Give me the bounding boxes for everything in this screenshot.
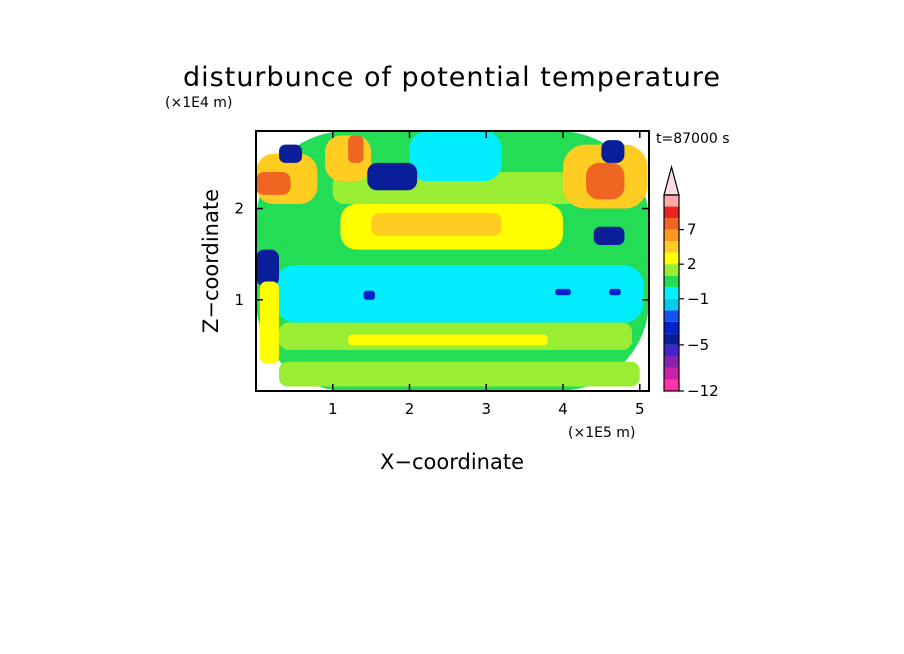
colorbar-tick-label: −12	[687, 382, 719, 400]
time-label: t=87000 s	[656, 131, 730, 147]
x-axis-label: X−coordinate	[380, 450, 524, 474]
colorbar-segment	[664, 298, 679, 311]
chart-title: disturbunce of potential temperature	[183, 62, 721, 93]
field-region	[256, 249, 280, 287]
y-axis-label: Z−coordinate	[199, 189, 223, 333]
field-region	[279, 144, 303, 163]
colorbar-segment	[664, 333, 679, 345]
x-unit-label: (×1E5 m)	[568, 425, 635, 441]
field-region	[279, 361, 640, 387]
colorbar-segment	[664, 275, 679, 288]
y-axis-ticks: 12	[234, 200, 649, 309]
colorbar-segment	[664, 252, 679, 265]
y-tick-label: 1	[234, 291, 244, 309]
x-tick-label: 3	[482, 400, 492, 418]
field-region	[259, 281, 280, 364]
field-region	[601, 140, 625, 163]
y-tick-label: 2	[234, 200, 244, 218]
field-region	[593, 226, 625, 246]
colorbar-segment	[664, 241, 679, 253]
colorbar-tick-label: 2	[687, 255, 697, 273]
x-tick-label: 1	[328, 400, 338, 418]
x-axis-ticks: 1 2 3 4 5	[328, 131, 645, 418]
field-region	[348, 135, 364, 163]
colorbar-tick-label: −5	[687, 336, 709, 354]
field-region	[275, 265, 644, 323]
field-region	[586, 162, 625, 200]
colorbar-segment	[664, 321, 679, 334]
field-region	[256, 172, 291, 195]
colorbar-extend-arrow	[663, 164, 680, 196]
field-region	[409, 131, 502, 182]
colorbar-segment	[664, 229, 679, 242]
field-region	[555, 288, 571, 296]
x-tick-label: 2	[405, 400, 415, 418]
colorbar-segment	[664, 310, 679, 322]
field-region	[363, 290, 375, 300]
colorbar: −12−5−127	[663, 164, 719, 400]
contour-field	[256, 131, 649, 391]
field-region	[367, 162, 418, 191]
field-region	[371, 213, 502, 236]
colorbar-segment	[664, 379, 679, 391]
field-region	[348, 334, 548, 346]
colorbar-segment	[664, 356, 679, 368]
colorbar-segment	[664, 367, 679, 380]
colorbar-segment	[664, 218, 679, 230]
plot-frame	[255, 130, 650, 392]
colorbar-tick-label: −1	[687, 290, 709, 308]
x-tick-label: 4	[558, 400, 568, 418]
colorbar-segment	[664, 195, 679, 207]
colorbar-segment	[664, 287, 679, 299]
colorbar-segment	[664, 264, 679, 276]
colorbar-frame	[663, 194, 680, 392]
field-region	[279, 245, 648, 266]
colorbar-segment	[664, 344, 679, 357]
field-region	[609, 288, 621, 296]
y-unit-label: (×1E4 m)	[165, 95, 232, 111]
colorbar-segment	[664, 206, 679, 219]
x-tick-label: 5	[635, 400, 645, 418]
colorbar-tick-label: 7	[687, 221, 697, 239]
